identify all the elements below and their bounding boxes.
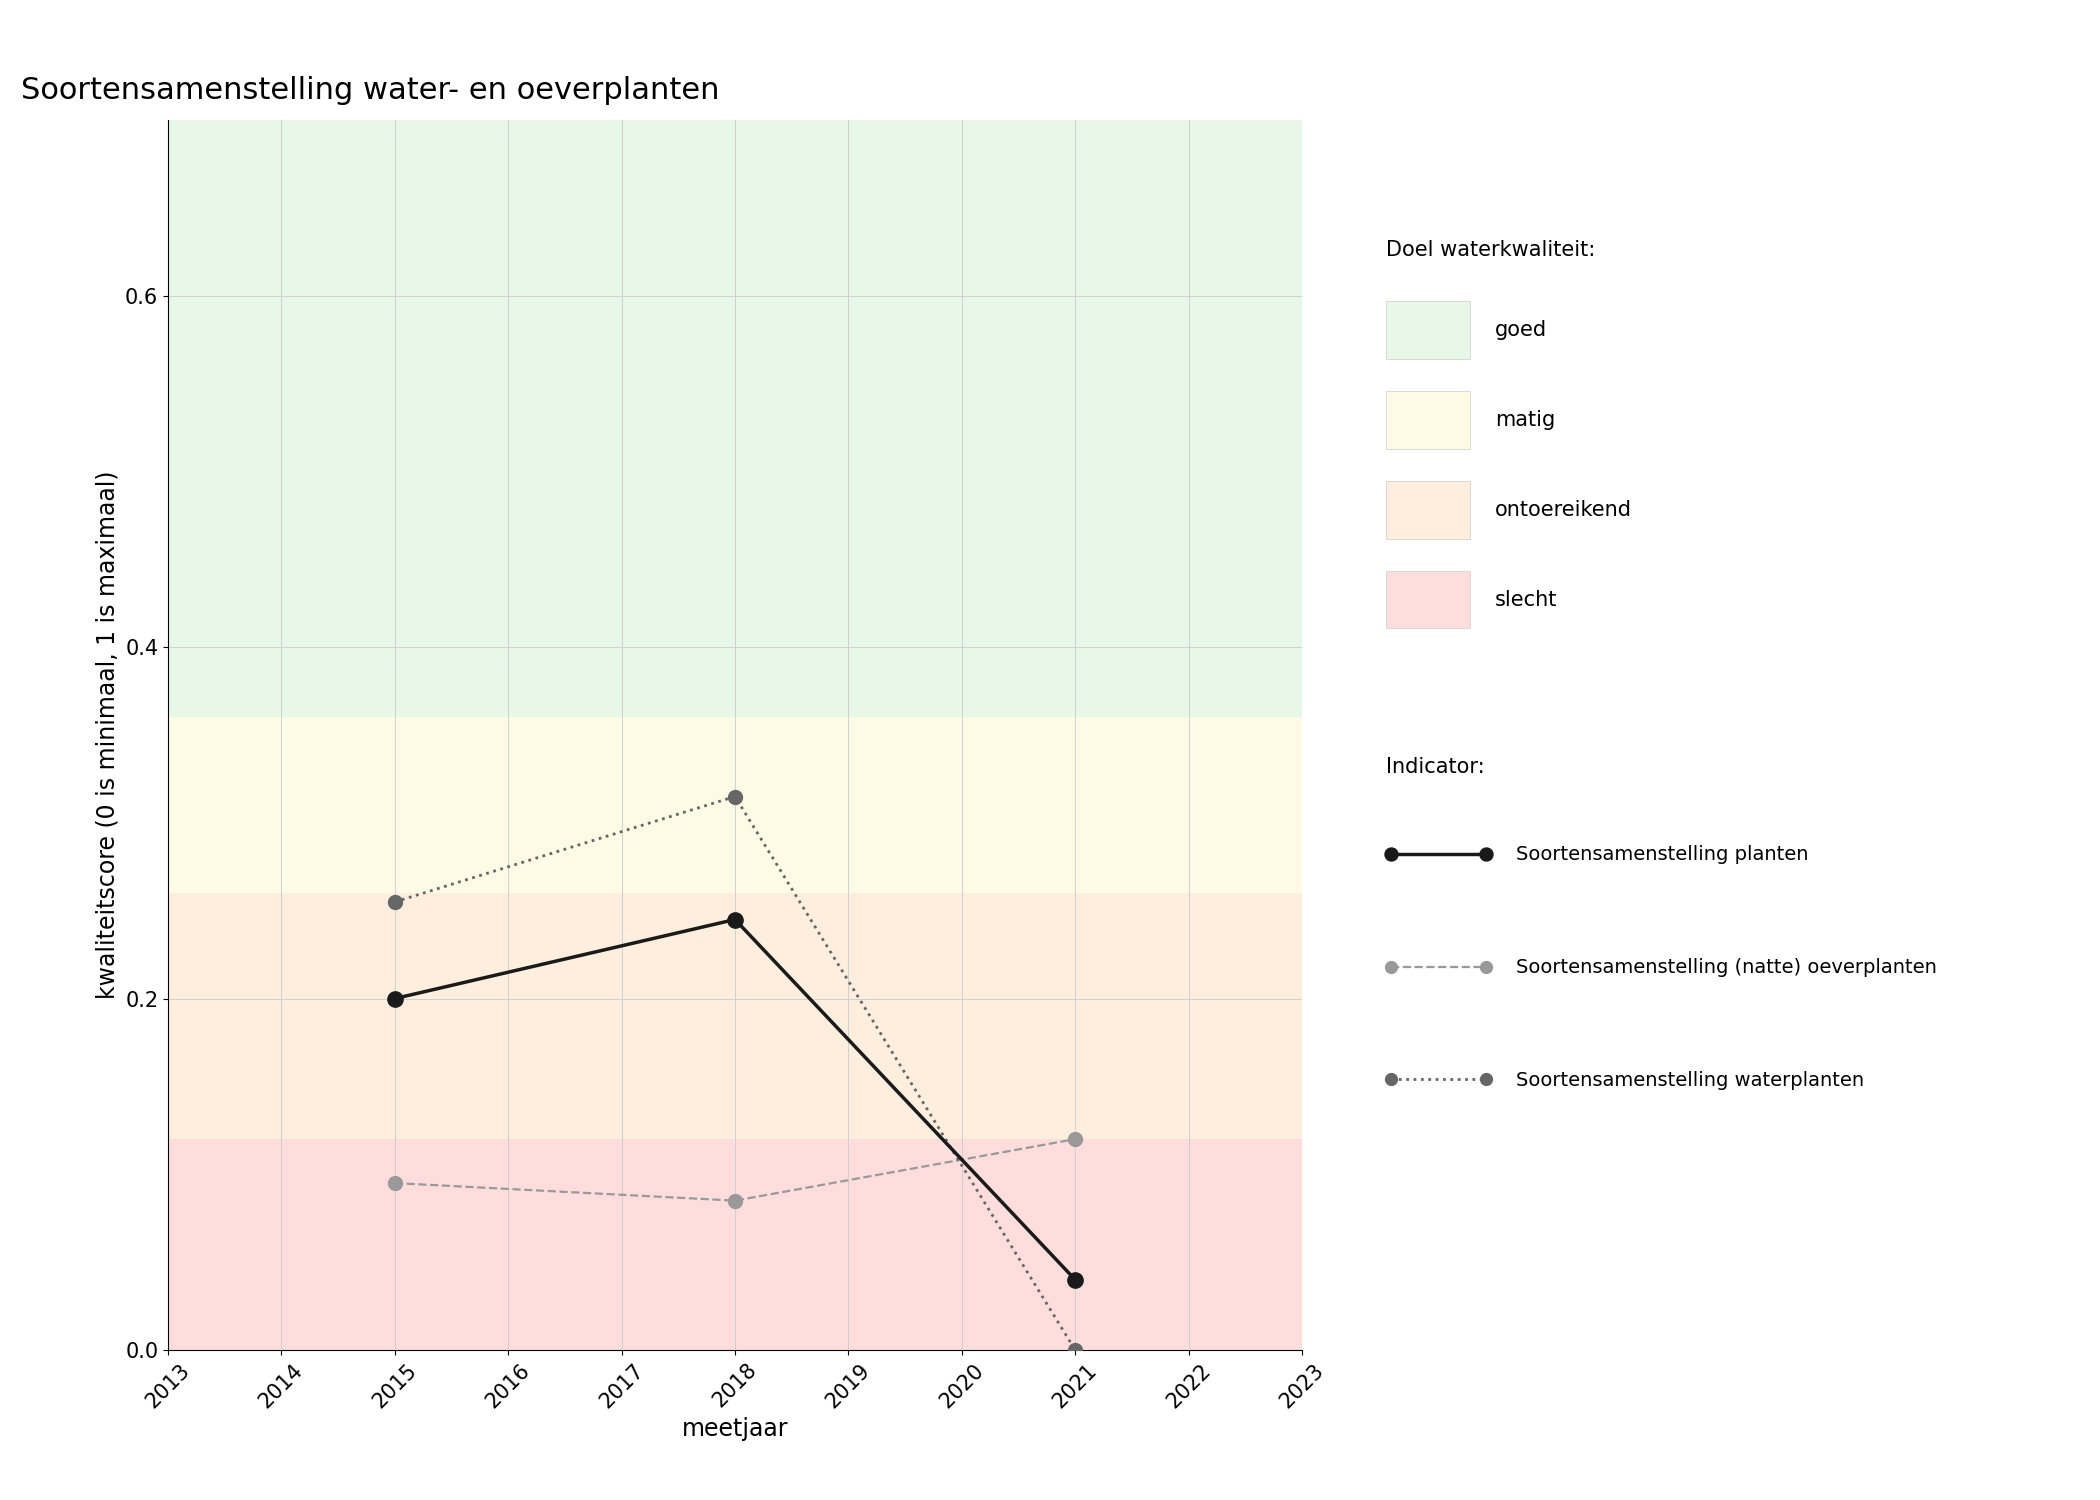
Text: ontoereikend: ontoereikend: [1495, 500, 1632, 520]
Text: goed: goed: [1495, 320, 1548, 340]
Text: Doel waterkwaliteit:: Doel waterkwaliteit:: [1386, 240, 1596, 260]
Text: Soortensamenstelling waterplanten: Soortensamenstelling waterplanten: [1516, 1071, 1865, 1089]
X-axis label: meetjaar: meetjaar: [682, 1418, 788, 1442]
Text: Soortensamenstelling planten: Soortensamenstelling planten: [1516, 846, 1808, 864]
Y-axis label: kwaliteitscore (0 is minimaal, 1 is maximaal): kwaliteitscore (0 is minimaal, 1 is maxi…: [94, 471, 120, 999]
Bar: [168, 717, 1302, 892]
Bar: [168, 892, 1302, 1138]
Bar: [168, 1138, 1302, 1350]
Text: Soortensamenstelling (natte) oeverplanten: Soortensamenstelling (natte) oeverplante…: [1516, 958, 1936, 976]
Bar: [168, 120, 1302, 717]
Text: Soortensamenstelling water- en oeverplanten: Soortensamenstelling water- en oeverplan…: [21, 76, 718, 105]
Text: slecht: slecht: [1495, 590, 1558, 610]
Text: Indicator:: Indicator:: [1386, 758, 1485, 777]
Text: matig: matig: [1495, 410, 1556, 430]
